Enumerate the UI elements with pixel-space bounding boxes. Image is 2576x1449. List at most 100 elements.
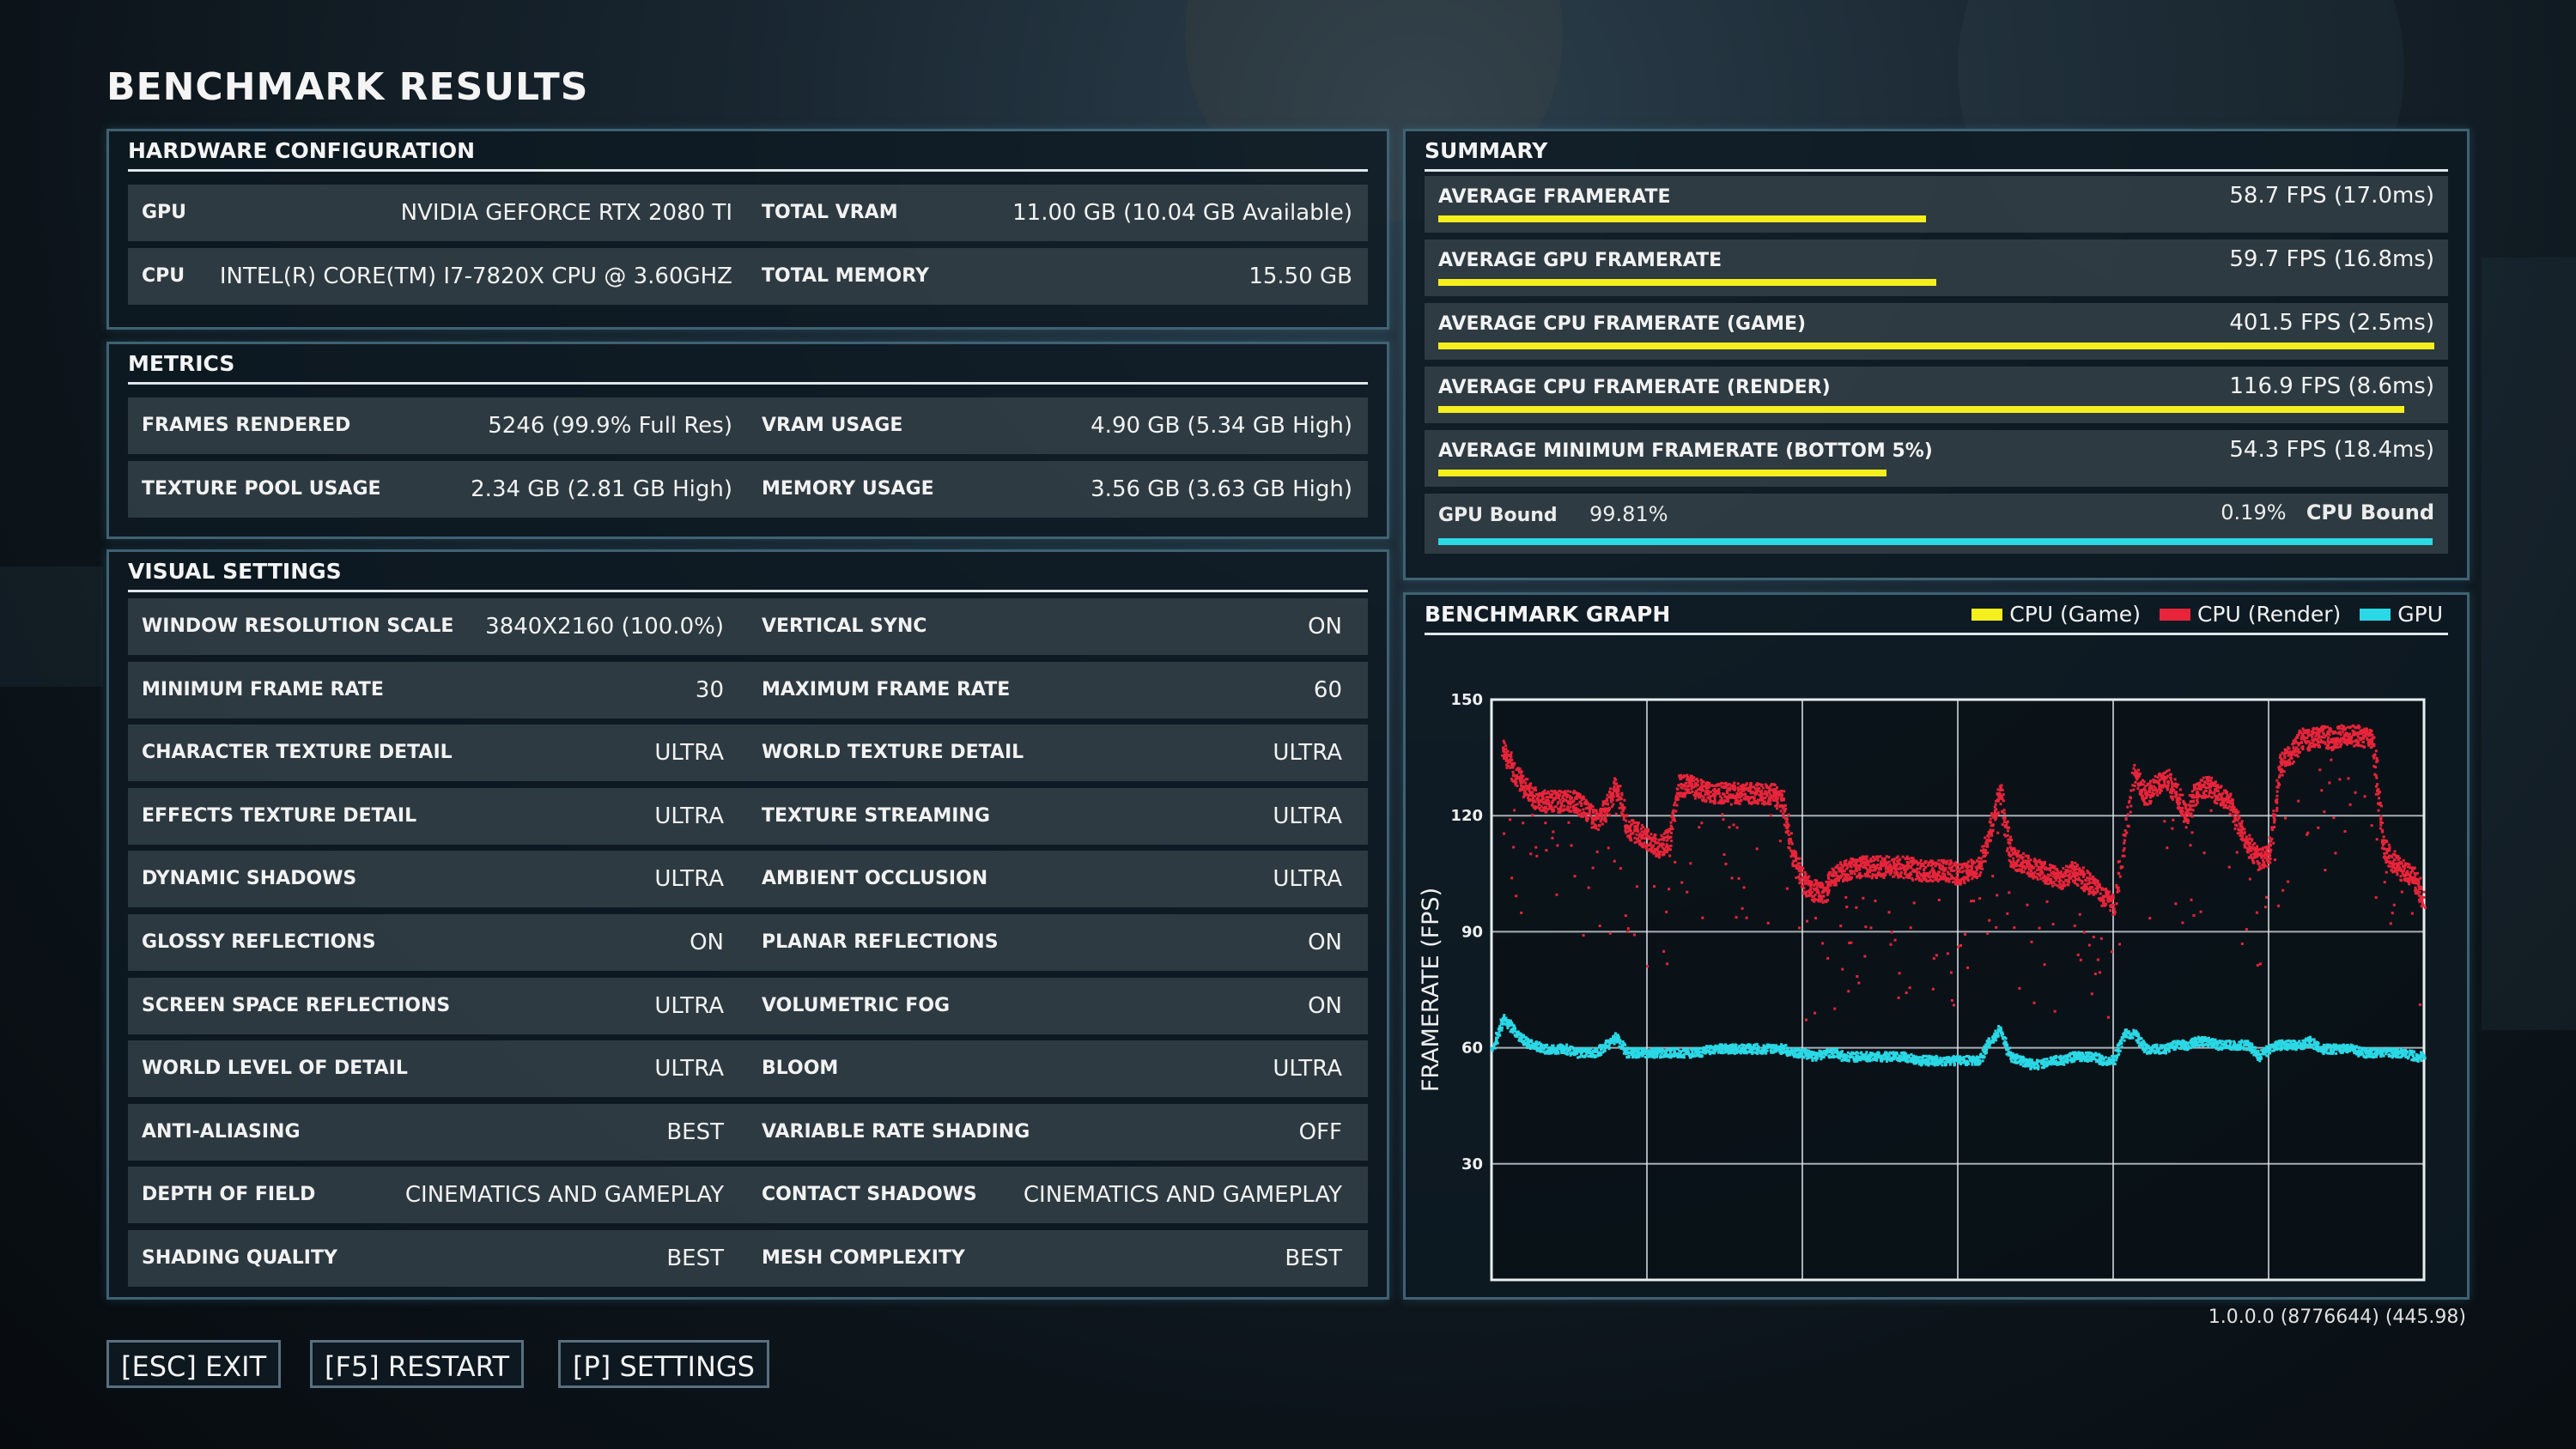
- data-point: [1591, 820, 1595, 823]
- data-point: [2073, 925, 2076, 928]
- data-point: [1571, 806, 1575, 809]
- data-point: [1558, 810, 1562, 814]
- data-point: [1897, 867, 1900, 870]
- summary-label: AVERAGE CPU FRAMERATE (RENDER): [1438, 377, 1831, 398]
- data-point: [1588, 809, 1591, 813]
- data-point: [1850, 858, 1854, 862]
- x-tick-label: 75: [2257, 1292, 2279, 1294]
- data-point: [2398, 865, 2402, 869]
- data-point: [1845, 864, 1849, 867]
- data-point: [1856, 864, 1860, 867]
- setting-label: PLANAR REFLECTIONS: [762, 931, 999, 953]
- data-point: [2263, 851, 2267, 854]
- data-point: [2169, 773, 2172, 776]
- cpu-bound-label: CPU Bound: [2306, 500, 2434, 524]
- data-point: [2256, 964, 2259, 967]
- data-point: [2312, 739, 2316, 743]
- data-point: [1516, 767, 1520, 770]
- setting-label: FRAMES RENDERED: [142, 415, 351, 436]
- data-point: [1551, 836, 1554, 840]
- data-point: [1722, 852, 1726, 856]
- data-point: [1917, 870, 1921, 874]
- data-point: [1675, 796, 1679, 799]
- data-point: [1869, 857, 1873, 860]
- data-point: [1858, 865, 1862, 869]
- data-point: [2040, 865, 2044, 869]
- data-point: [2050, 880, 2053, 883]
- data-point: [1629, 837, 1632, 840]
- data-point: [1578, 809, 1582, 812]
- data-point: [2123, 846, 2126, 850]
- data-point: [1642, 833, 1645, 836]
- data-point: [2417, 884, 2421, 888]
- data-point: [1638, 840, 1642, 843]
- data-point: [2177, 805, 2180, 809]
- data-point: [2382, 839, 2385, 842]
- data-point: [2378, 797, 2381, 800]
- data-point: [2166, 780, 2170, 784]
- data-point: [2234, 823, 2238, 827]
- data-point: [1724, 862, 1728, 865]
- data-point: [1946, 952, 1949, 955]
- data-point: [2024, 865, 2027, 869]
- data-point: [1753, 791, 1757, 794]
- data-point: [1564, 798, 1568, 802]
- data-point: [1600, 818, 1603, 822]
- setting-value: 15.50 GB: [1249, 264, 1352, 289]
- data-point: [2199, 785, 2202, 788]
- data-point: [1579, 814, 1583, 817]
- data-point: [1712, 784, 1716, 787]
- legend-label: CPU (Render): [2196, 602, 2342, 627]
- data-point: [1989, 817, 1992, 821]
- data-point: [1564, 790, 1567, 793]
- data-point: [2117, 886, 2120, 889]
- data-point: [1660, 834, 1663, 837]
- data-point: [2223, 797, 2227, 801]
- data-point: [2215, 795, 2219, 798]
- data-point: [2253, 848, 2257, 852]
- data-point: [1656, 854, 1659, 858]
- data-point: [2407, 873, 2410, 876]
- data-point: [1741, 793, 1745, 797]
- data-point: [2008, 853, 2011, 857]
- data-point: [2148, 917, 2152, 920]
- data-point: [1820, 900, 1823, 903]
- data-point: [2326, 738, 2330, 742]
- legend-gpu: GPU: [2360, 602, 2443, 627]
- data-point: [1528, 797, 1532, 801]
- data-point: [1869, 926, 1873, 930]
- data-point: [2133, 784, 2136, 787]
- data-point: [1544, 791, 1547, 795]
- data-point: [2399, 875, 2403, 878]
- data-point: [1975, 868, 1978, 871]
- data-point: [2098, 971, 2101, 974]
- data-point: [1938, 864, 1941, 867]
- data-point: [1908, 986, 1911, 990]
- data-point: [1932, 876, 1935, 879]
- data-point: [2359, 731, 2362, 734]
- data-point: [2392, 864, 2396, 867]
- data-point: [1855, 867, 1858, 870]
- data-point: [1858, 873, 1862, 876]
- data-point: [1528, 789, 1531, 792]
- data-point: [1845, 867, 1849, 870]
- data-point: [2134, 775, 2137, 779]
- data-point: [1949, 859, 1953, 863]
- data-point: [1505, 1020, 1509, 1023]
- data-point: [1989, 828, 1992, 832]
- data-point: [2334, 741, 2337, 744]
- data-point: [1759, 793, 1762, 797]
- data-point: [2042, 864, 2045, 867]
- data-point: [1628, 825, 1631, 828]
- data-point: [2030, 940, 2033, 943]
- data-point: [2020, 863, 2023, 866]
- data-point: [1660, 838, 1663, 841]
- data-point: [2006, 846, 2009, 850]
- data-point: [2269, 851, 2272, 854]
- data-point: [2106, 894, 2110, 897]
- data-point: [1524, 781, 1528, 785]
- data-point: [2057, 886, 2061, 889]
- data-point: [1622, 815, 1625, 819]
- data-point: [1522, 779, 1526, 782]
- data-point: [2243, 828, 2246, 831]
